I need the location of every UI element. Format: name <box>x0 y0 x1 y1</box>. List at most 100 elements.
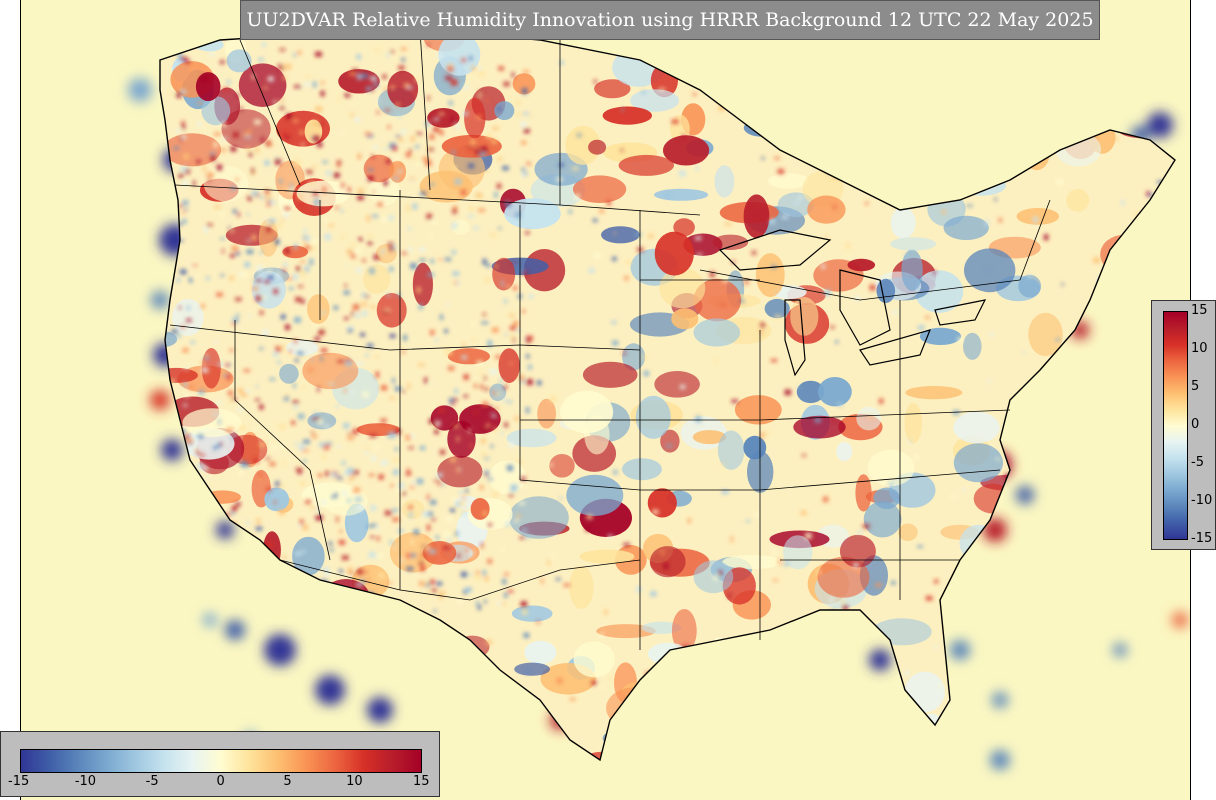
land-innovation-speckle <box>367 175 374 182</box>
land-innovation-speckle <box>276 222 282 228</box>
land-innovation-speckle <box>476 115 482 120</box>
land-innovation-speckle <box>721 489 729 495</box>
land-innovation-speckle <box>395 488 403 493</box>
land-innovation-speckle <box>186 59 190 64</box>
land-innovation-speckle <box>621 107 624 112</box>
land-innovation-speckle <box>500 548 505 551</box>
land-innovation-speckle <box>818 569 821 575</box>
innovation-field <box>20 0 1190 800</box>
land-innovation-patch <box>793 415 846 439</box>
land-innovation-speckle <box>727 593 732 598</box>
land-innovation-speckle <box>925 596 933 601</box>
land-innovation-speckle <box>184 208 188 211</box>
land-innovation-speckle <box>221 121 226 127</box>
land-innovation-speckle <box>435 338 438 342</box>
land-innovation-speckle <box>367 241 372 245</box>
land-innovation-speckle <box>274 158 281 165</box>
land-innovation-speckle <box>410 263 417 269</box>
land-innovation-speckle <box>239 426 246 431</box>
land-innovation-speckle <box>369 305 377 308</box>
land-innovation-patch <box>427 108 460 128</box>
land-innovation-speckle <box>301 386 306 389</box>
land-innovation-speckle <box>891 311 899 314</box>
land-innovation-speckle <box>600 632 603 638</box>
land-innovation-speckle <box>347 326 354 330</box>
land-innovation-speckle <box>492 126 499 130</box>
land-innovation-speckle <box>203 127 206 131</box>
land-innovation-speckle <box>477 605 481 610</box>
land-innovation-patch <box>663 135 710 166</box>
land-innovation-speckle <box>226 427 234 432</box>
land-innovation-speckle <box>370 523 377 527</box>
land-innovation-speckle <box>383 180 389 186</box>
land-innovation-speckle <box>437 482 441 486</box>
land-innovation-speckle <box>197 101 203 104</box>
land-innovation-speckle <box>366 134 374 138</box>
land-innovation-speckle <box>443 545 450 550</box>
land-innovation-speckle <box>392 245 396 250</box>
land-innovation-speckle <box>315 106 323 112</box>
land-innovation-speckle <box>414 155 417 162</box>
land-innovation-speckle <box>279 484 283 489</box>
land-innovation-speckle <box>286 277 293 280</box>
land-innovation-speckle <box>468 550 474 556</box>
border-line <box>239 39 301 186</box>
land-innovation-speckle <box>356 505 364 511</box>
land-innovation-speckle <box>305 500 311 504</box>
land-innovation-speckle <box>393 457 399 462</box>
land-innovation-speckle <box>203 165 206 172</box>
land-innovation-speckle <box>192 264 198 267</box>
land-innovation-patch <box>905 386 963 400</box>
land-innovation-speckle <box>528 364 532 370</box>
land-innovation-speckle <box>797 386 801 388</box>
land-innovation-speckle <box>424 544 430 551</box>
land-innovation-speckle <box>502 579 507 585</box>
map-canvas[interactable] <box>20 0 1190 800</box>
land-innovation-speckle <box>202 466 208 472</box>
land-innovation-speckle <box>353 470 359 475</box>
land-innovation-patch <box>836 442 853 462</box>
land-innovation-speckle <box>509 314 515 317</box>
land-innovation-speckle <box>213 445 217 450</box>
land-innovation-speckle <box>201 360 205 367</box>
land-innovation-patch <box>601 226 640 244</box>
land-innovation-speckle <box>386 52 389 58</box>
land-innovation-speckle <box>317 473 323 478</box>
land-innovation-speckle <box>357 194 364 200</box>
land-innovation-speckle <box>246 249 254 254</box>
land-innovation-speckle <box>271 445 276 450</box>
land-innovation-speckle <box>725 222 732 226</box>
land-innovation-speckle <box>523 70 530 74</box>
land-innovation-speckle <box>252 279 257 282</box>
land-innovation-speckle <box>405 472 412 476</box>
land-innovation-speckle <box>525 670 530 674</box>
land-innovation-speckle <box>408 446 414 449</box>
land-innovation-speckle <box>172 334 177 337</box>
land-innovation-speckle <box>264 280 270 284</box>
land-innovation-speckle <box>431 518 436 521</box>
land-innovation-speckle <box>279 99 284 102</box>
land-innovation-speckle <box>841 598 844 605</box>
land-innovation-speckle <box>374 48 381 52</box>
land-innovation-speckle <box>299 203 304 207</box>
land-innovation-speckle <box>219 60 225 64</box>
land-innovation-speckle <box>253 458 259 463</box>
land-innovation-speckle <box>285 324 290 330</box>
land-innovation-speckle <box>353 487 360 493</box>
land-innovation-speckle <box>407 247 413 252</box>
land-innovation-speckle <box>506 95 511 98</box>
land-innovation-speckle <box>214 205 221 209</box>
land-innovation-speckle <box>457 597 464 603</box>
land-innovation-speckle <box>800 510 807 516</box>
land-innovation-speckle <box>355 497 362 502</box>
land-innovation-speckle <box>212 441 217 445</box>
land-innovation-speckle <box>237 407 242 412</box>
land-innovation-speckle <box>337 163 340 168</box>
land-innovation-speckle <box>1121 199 1125 206</box>
land-innovation-speckle <box>364 569 367 574</box>
land-innovation-speckle <box>341 235 344 240</box>
land-innovation-patch <box>693 560 734 594</box>
land-innovation-speckle <box>321 81 325 85</box>
colorbar-tick-label: 0 <box>216 774 225 789</box>
land-innovation-speckle <box>265 218 269 224</box>
